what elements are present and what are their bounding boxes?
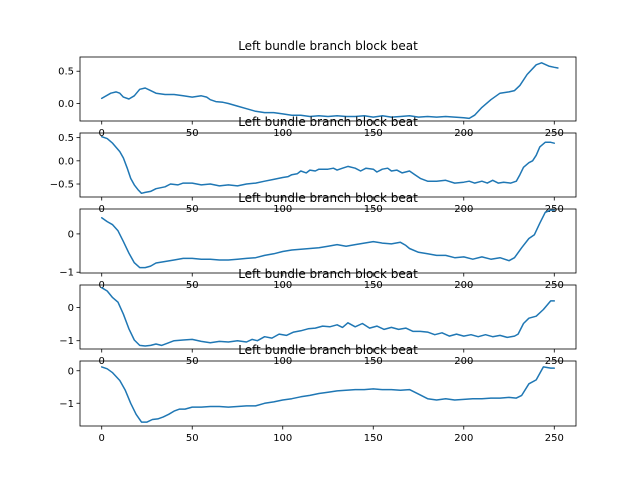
x-tick-label: 200 xyxy=(454,280,473,291)
y-tick-label: −1 xyxy=(59,399,74,410)
x-tick-label: 100 xyxy=(273,433,292,444)
x-tick-label: 0 xyxy=(99,433,105,444)
x-tick-label: 100 xyxy=(273,204,292,215)
y-tick-label: 0 xyxy=(68,303,74,314)
x-tick-label: 150 xyxy=(364,128,383,139)
y-tick-label: −1 xyxy=(59,336,74,347)
axes-frame xyxy=(79,56,577,122)
x-tick-label: 200 xyxy=(454,204,473,215)
x-tick-label: 200 xyxy=(454,356,473,367)
axes-frame xyxy=(79,208,577,274)
x-tick-label: 150 xyxy=(364,433,383,444)
x-tick-label: 250 xyxy=(545,433,564,444)
x-tick-label: 150 xyxy=(364,356,383,367)
y-tick-label: 0.5 xyxy=(58,133,74,144)
subplot-4: 0 50 100 150 200 250 −1 0 Left bundle branch blo… xyxy=(59,267,577,367)
x-tick-label: 150 xyxy=(364,280,383,291)
axes-frame xyxy=(79,360,577,427)
series-line xyxy=(100,286,556,347)
x-tick-label: 100 xyxy=(273,356,292,367)
y-tick-label: 0 xyxy=(68,229,74,240)
subplot-2: 0 50 100 150 200 250 −0.5 0.0 0.5 Left bundle bra… xyxy=(50,115,577,215)
y-tick-label: −0.5 xyxy=(50,180,74,191)
series-line xyxy=(100,209,556,269)
x-tick-label: 50 xyxy=(186,204,199,215)
y-tick-label: −1 xyxy=(59,268,74,279)
subplot-1: 0 50 100 150 200 250 0.0 0.5 Left bundle branch … xyxy=(58,39,577,139)
x-tick-label: 0 xyxy=(99,128,105,139)
subplot-title: Left bundle branch block beat xyxy=(238,343,418,357)
x-tick-label: 100 xyxy=(273,128,292,139)
y-tick-label: 0.0 xyxy=(58,156,74,167)
y-tick-label: 0.5 xyxy=(58,67,74,78)
x-tick-label: 50 xyxy=(186,280,199,291)
series-line xyxy=(100,366,556,423)
x-tick-label: 50 xyxy=(186,356,199,367)
series-line xyxy=(100,62,559,120)
axes-frame xyxy=(79,132,577,198)
x-tick-label: 0 xyxy=(99,356,105,367)
subplot-3: 0 50 100 150 200 250 −1 0 Left bundle branch blo… xyxy=(59,191,577,291)
x-tick-label: 200 xyxy=(454,128,473,139)
x-tick-label: 50 xyxy=(186,433,199,444)
subplot-title: Left bundle branch block beat xyxy=(238,115,418,129)
subplot-title: Left bundle branch block beat xyxy=(238,191,418,205)
x-tick-label: 150 xyxy=(364,204,383,215)
series-line xyxy=(100,135,556,195)
subplot-title: Left bundle branch block beat xyxy=(238,267,418,281)
x-tick-label: 0 xyxy=(99,204,105,215)
x-tick-label: 0 xyxy=(99,280,105,291)
x-tick-label: 200 xyxy=(454,433,473,444)
y-tick-label: 0 xyxy=(68,366,74,377)
x-tick-label: 250 xyxy=(545,280,564,291)
x-tick-label: 50 xyxy=(186,128,199,139)
axes-frame xyxy=(79,284,577,350)
x-tick-label: 100 xyxy=(273,280,292,291)
subplot-title: Left bundle branch block beat xyxy=(238,39,418,53)
y-tick-label: 0.0 xyxy=(58,99,74,110)
x-tick-label: 250 xyxy=(545,128,564,139)
subplot-5: 0 50 100 150 200 250 −1 0 Left bundle branch blo… xyxy=(59,343,577,444)
x-tick-label: 250 xyxy=(545,356,564,367)
